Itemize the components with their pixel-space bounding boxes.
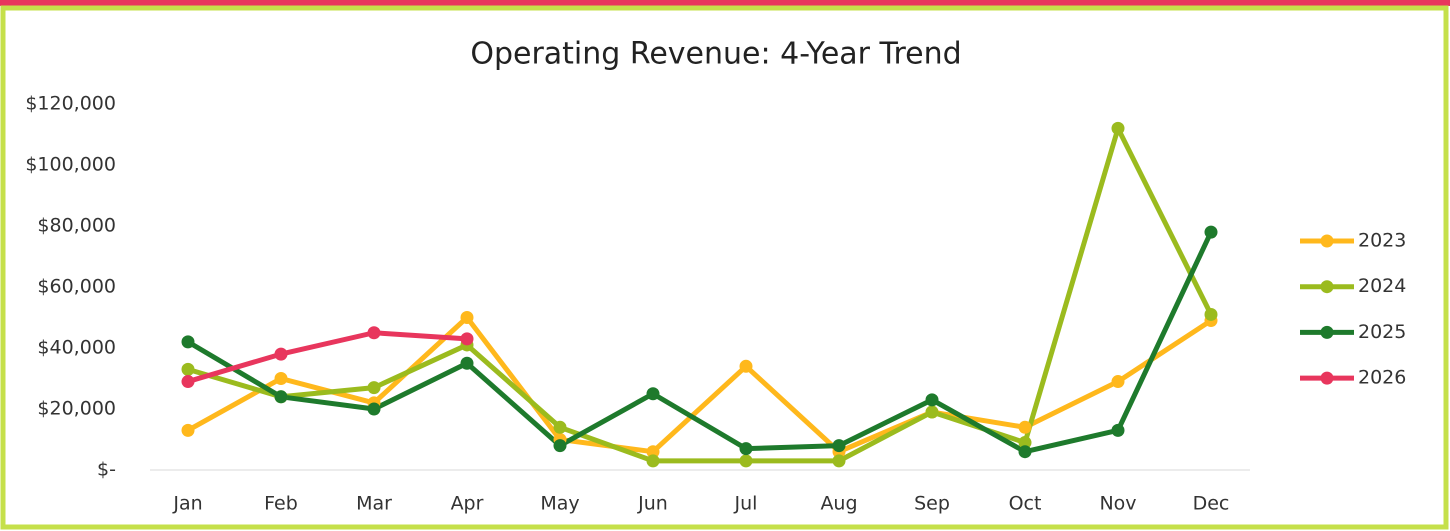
data-point [367,326,381,340]
data-point [274,372,288,385]
data-point [1018,420,1032,434]
top-bar [0,0,1450,6]
data-point [460,332,474,346]
frame [0,5,1449,530]
x-tick-label: Sep [914,493,950,515]
x-tick-label: Jan [172,493,202,515]
data-point [646,454,660,468]
legend-marker [1320,234,1334,248]
series-line [187,125,1214,464]
data-point [925,405,939,419]
x-tick-label: Aug [820,493,857,515]
y-tick-label: $120,000 [25,93,116,115]
legend-marker [1320,325,1334,339]
data-point [832,439,846,453]
data-point [181,335,195,349]
data-point [925,393,939,407]
data-point [1111,121,1125,135]
data-point [460,311,474,324]
x-tick-label: Nov [1099,493,1136,515]
data-point [739,442,753,456]
y-tick-label: $60,000 [37,276,116,298]
x-tick-label: Apr [451,493,484,515]
x-tick-label: Dec [1193,493,1230,515]
data-point [832,454,846,468]
x-tick-label: Jul [734,493,758,515]
legend-marker [1320,371,1334,385]
data-point [553,439,567,453]
data-point [739,359,753,373]
legend-label: 2023 [1358,230,1406,252]
data-point [1111,375,1125,389]
x-tick-label: Oct [1009,493,1042,515]
y-tick-label: $20,000 [37,398,116,420]
data-point [1018,436,1032,450]
data-point [646,445,660,459]
legend-label: 2024 [1358,275,1406,297]
series-line [187,330,468,384]
data-point [553,420,567,434]
data-point [739,454,753,468]
x-tick-label: Jun [637,493,668,515]
y-tick-label: $- [97,459,116,481]
data-point [181,362,195,376]
series-line [186,231,1214,455]
legend-marker [1320,280,1334,294]
series-line [186,315,1213,455]
x-tick-label: Mar [356,493,392,515]
data-point [1204,225,1218,239]
legend-label: 2026 [1358,367,1406,389]
x-tick-label: Feb [264,493,298,515]
y-tick-label: $100,000 [25,154,116,176]
y-tick-label: $80,000 [37,215,116,237]
data-point [367,402,381,416]
x-tick-label: May [540,493,579,515]
chart-title: Operating Revenue: 4-Year Trend [470,37,961,72]
data-point [274,390,288,404]
legend-label: 2025 [1358,321,1406,343]
data-point [274,347,288,361]
data-point [646,387,660,401]
data-point [460,356,474,370]
data-point [367,381,381,395]
data-point [1204,307,1218,321]
data-point [181,423,195,437]
data-point [181,375,195,389]
y-tick-label: $40,000 [37,337,116,359]
data-point [1111,423,1125,437]
data-point [1018,445,1032,459]
